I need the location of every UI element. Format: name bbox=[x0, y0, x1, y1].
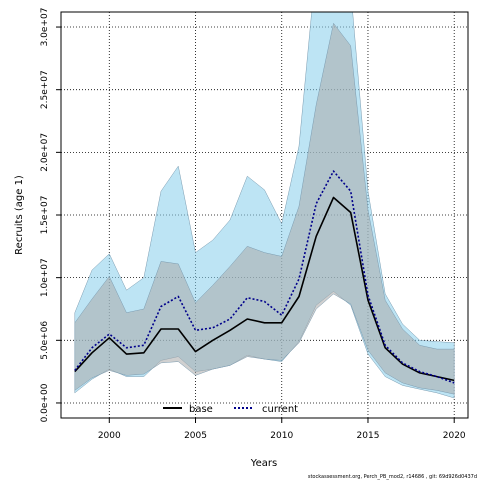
band-base bbox=[74, 22, 455, 395]
x-tick-label: 2020 bbox=[443, 431, 466, 441]
x-axis-label: Years bbox=[250, 458, 277, 469]
y-axis-label: Recruits (age 1) bbox=[14, 175, 25, 255]
y-tick-label: 0.0e+00 bbox=[40, 383, 50, 422]
y-tick-label: 5.0e+06 bbox=[40, 321, 50, 360]
series-lines bbox=[74, 170, 455, 384]
y-tick-label: 2.0e+07 bbox=[40, 133, 50, 172]
x-tick-label: 2010 bbox=[270, 431, 293, 441]
y-tick-label: 1.0e+07 bbox=[40, 258, 50, 297]
y-tick-label: 1.5e+07 bbox=[40, 196, 50, 235]
y-axis: 0.0e+00 5.0e+06 1.0e+07 1.5e+07 2.0e+07 2.5e+… bbox=[40, 8, 61, 422]
x-tick-label: 2000 bbox=[98, 431, 121, 441]
legend-label-current: current bbox=[262, 404, 298, 415]
legend-label-base: base bbox=[189, 404, 213, 415]
y-tick-label: 3.0e+07 bbox=[40, 8, 50, 47]
x-tick-label: 2015 bbox=[357, 431, 380, 441]
confidence-bands bbox=[74, 12, 455, 399]
line-base bbox=[74, 196, 455, 382]
x-tick-label: 2005 bbox=[184, 431, 207, 441]
line-current bbox=[74, 170, 455, 384]
y-tick-label: 2.5e+07 bbox=[40, 70, 50, 109]
x-axis: 2000 2005 2010 2015 2020 bbox=[98, 418, 466, 441]
legend: base current bbox=[163, 404, 298, 415]
footer-note: stockassessment.org, Perch_PB_mod2, r146… bbox=[308, 474, 477, 480]
